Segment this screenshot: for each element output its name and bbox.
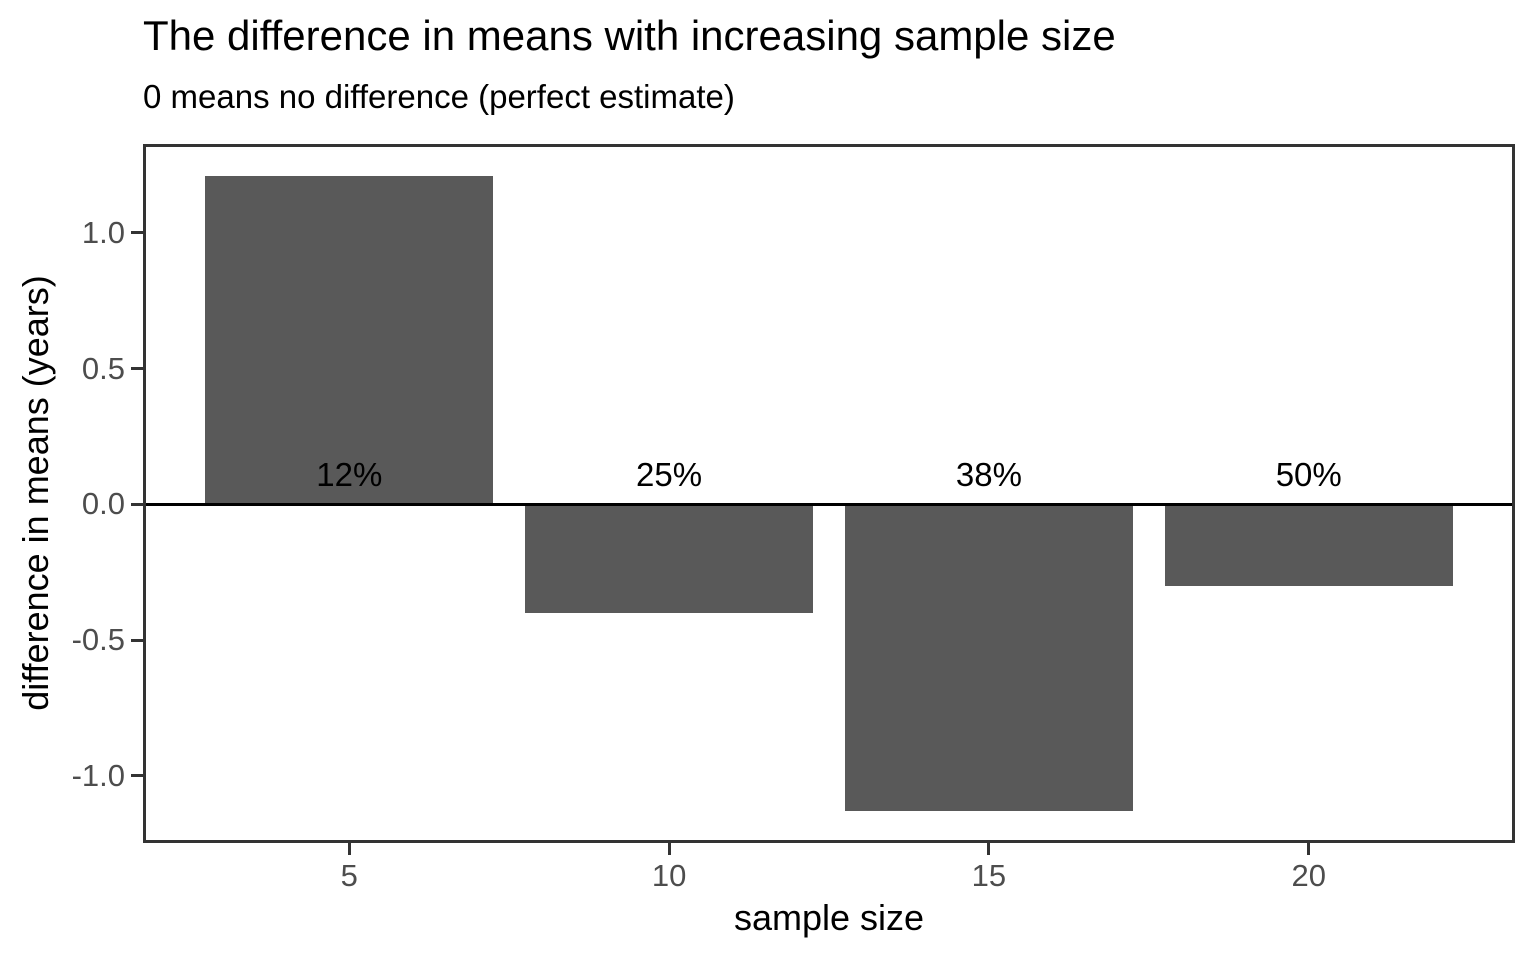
- x-tick-mark: [667, 843, 671, 855]
- y-tick-label: 0.0: [81, 486, 125, 522]
- y-tick-mark: [131, 231, 143, 235]
- bar: [205, 175, 494, 505]
- y-tick-mark: [131, 502, 143, 506]
- x-tick-mark: [1307, 843, 1311, 855]
- bar: [844, 504, 1133, 812]
- x-tick-label: 5: [340, 858, 358, 893]
- x-tick-label: 15: [971, 858, 1007, 893]
- bar-percent-label: 12%: [316, 456, 383, 494]
- y-tick-label: -1.0: [71, 757, 125, 793]
- bar-percent-label: 50%: [1275, 456, 1342, 494]
- y-tick-mark: [131, 367, 143, 371]
- y-tick-label: 1.0: [81, 214, 125, 250]
- bar-percent-label: 38%: [955, 456, 1022, 494]
- bar-percent-label: 25%: [636, 456, 703, 494]
- y-tick-mark: [131, 774, 143, 778]
- y-tick-label: -0.5: [71, 622, 125, 658]
- chart-subtitle: 0 means no difference (perfect estimate): [143, 78, 735, 115]
- zero-reference-line: [143, 502, 1515, 506]
- x-tick-label: 20: [1291, 858, 1326, 893]
- x-axis-title: sample size: [733, 897, 925, 938]
- bar: [525, 504, 813, 613]
- y-tick-label: 0.5: [81, 350, 125, 386]
- x-tick-label: 10: [651, 858, 687, 893]
- x-tick-mark: [347, 843, 351, 855]
- y-tick-mark: [131, 638, 143, 642]
- x-tick-mark: [987, 843, 991, 855]
- bar: [1164, 504, 1453, 586]
- chart-title: The difference in means with increasing …: [143, 12, 1116, 59]
